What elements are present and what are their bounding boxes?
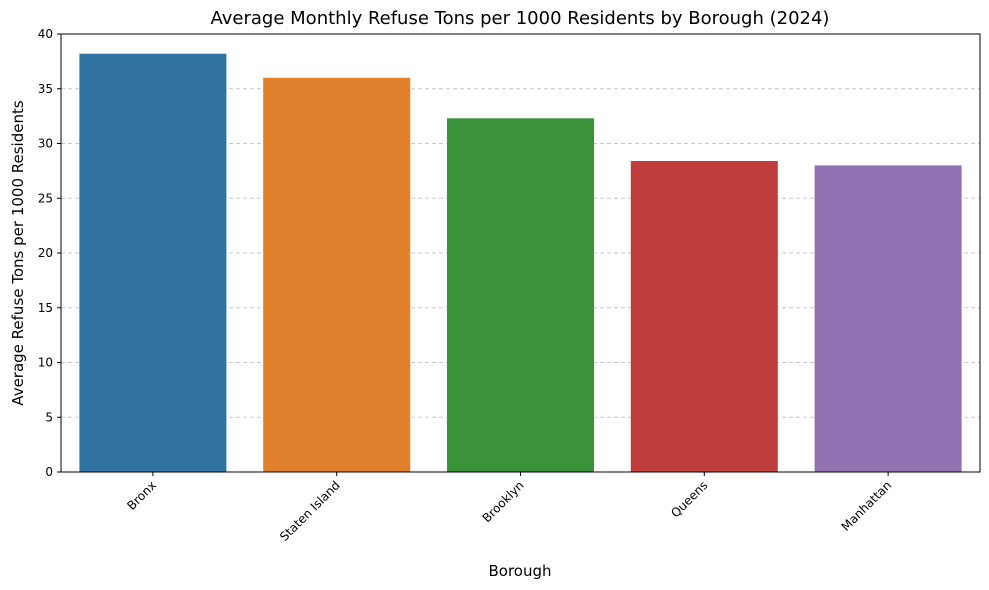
- bar-queens: [630, 161, 778, 472]
- y-tick-label: 30: [38, 137, 53, 151]
- y-tick-label: 20: [38, 246, 53, 260]
- y-tick-label: 10: [38, 356, 53, 370]
- y-tick-label: 0: [45, 465, 53, 479]
- bar-bronx: [79, 53, 227, 473]
- y-tick-label: 40: [38, 27, 53, 41]
- bar-brooklyn: [446, 118, 595, 472]
- x-tick-label: Bronx: [124, 478, 159, 513]
- y-axis-title: Average Refuse Tons per 1000 Residents: [9, 100, 27, 406]
- y-axis-ticks: 0 5 10 15 20 25 30 35 40: [38, 27, 61, 479]
- bar-manhattan: [814, 165, 962, 472]
- y-tick-label: 15: [38, 301, 53, 315]
- y-tick-label: 5: [45, 410, 53, 424]
- x-axis-ticks: Bronx Staten Island Brooklyn Queens Manhatta…: [124, 472, 894, 544]
- chart-title: Average Monthly Refuse Tons per 1000 Res…: [211, 8, 830, 29]
- x-tick-label: Brooklyn: [480, 478, 527, 525]
- y-tick-label: 25: [38, 191, 53, 205]
- y-tick-label: 35: [38, 82, 53, 96]
- bar-staten-island: [263, 77, 411, 473]
- bars: [79, 53, 962, 473]
- x-tick-label: Queens: [668, 478, 710, 520]
- x-tick-label: Staten Island: [277, 478, 343, 544]
- x-tick-label: Manhattan: [839, 478, 895, 534]
- x-axis-title: Borough: [488, 562, 551, 580]
